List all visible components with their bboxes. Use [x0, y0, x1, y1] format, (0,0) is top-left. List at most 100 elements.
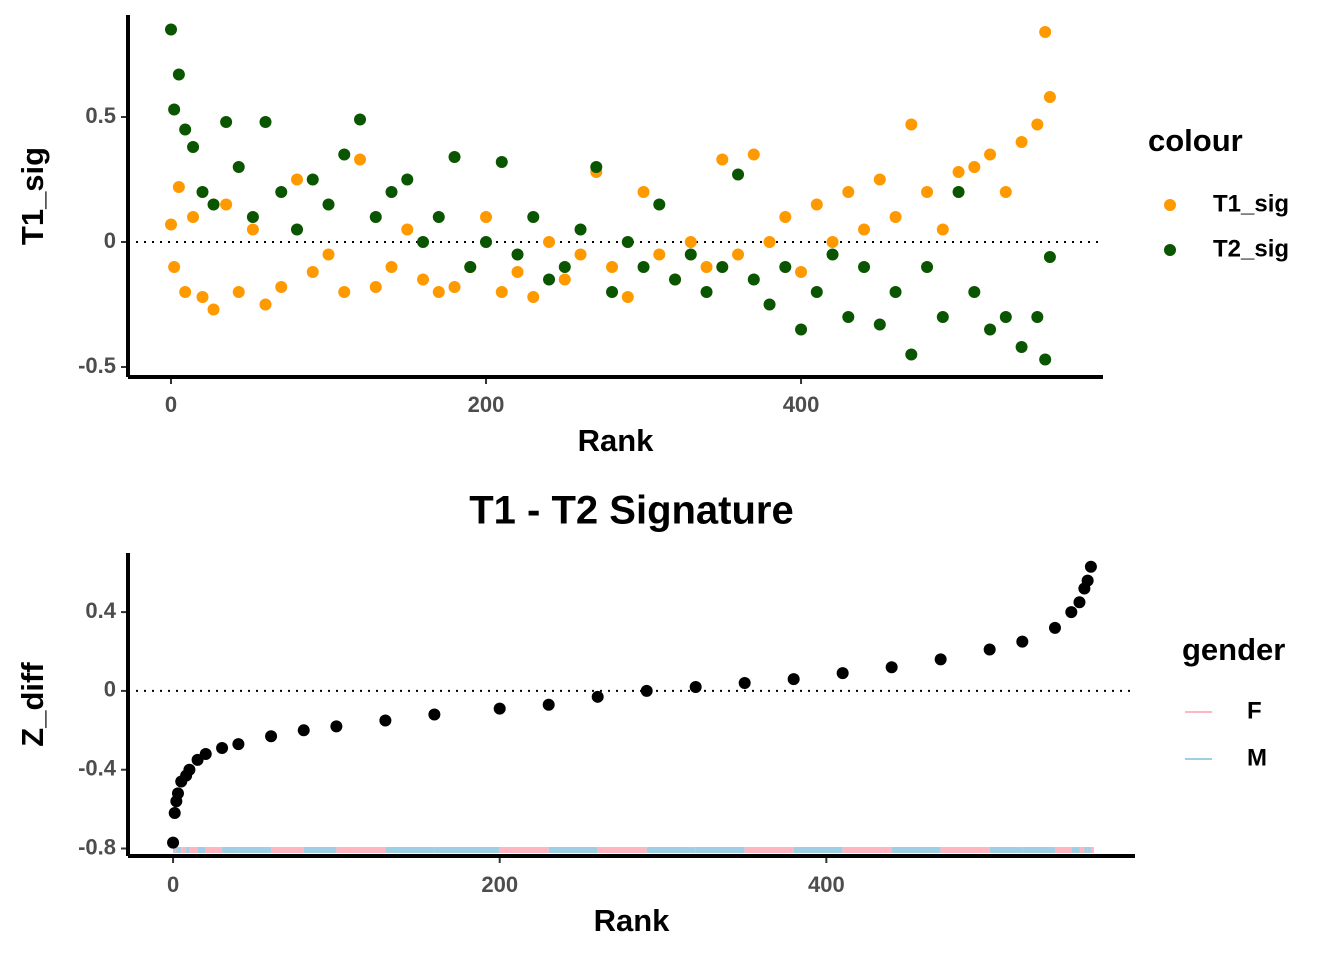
- x-tick-label: 0: [165, 392, 177, 417]
- point: [858, 223, 871, 236]
- point: [574, 248, 587, 261]
- point: [232, 161, 245, 173]
- point: [999, 311, 1012, 323]
- gender-rug: [793, 847, 843, 853]
- point: [1073, 596, 1086, 609]
- point: [480, 236, 493, 248]
- point: [207, 303, 220, 316]
- point: [921, 261, 934, 273]
- point: [542, 698, 555, 711]
- point: [297, 724, 310, 737]
- point: [1043, 91, 1056, 103]
- point: [495, 286, 508, 298]
- gender-rug: [173, 847, 176, 853]
- point: [464, 261, 477, 273]
- point: [1015, 136, 1028, 148]
- point: [259, 298, 272, 311]
- point: [984, 148, 997, 161]
- gender-rug: [1084, 847, 1088, 853]
- point: [732, 248, 745, 261]
- point: [322, 198, 335, 211]
- gender-rug: [548, 847, 598, 853]
- point: [369, 281, 382, 293]
- point: [836, 667, 849, 680]
- point: [179, 123, 192, 136]
- point: [842, 311, 855, 323]
- legend-label: M: [1247, 744, 1267, 771]
- gender-rug: [186, 847, 190, 853]
- point: [493, 702, 506, 715]
- point: [842, 186, 855, 198]
- gender-rug: [1079, 847, 1085, 853]
- point: [306, 173, 319, 186]
- point: [511, 248, 524, 261]
- point: [653, 198, 666, 211]
- point: [795, 323, 808, 336]
- legend-label: F: [1247, 697, 1262, 724]
- point: [936, 223, 949, 236]
- point: [606, 261, 619, 273]
- point: [905, 118, 918, 131]
- gender-rug: [238, 847, 272, 853]
- point: [952, 166, 965, 178]
- point: [591, 690, 604, 703]
- point: [220, 116, 233, 128]
- gender-rug: [1071, 847, 1080, 853]
- point: [826, 248, 839, 261]
- point: [354, 113, 367, 126]
- legend-title: gender: [1182, 632, 1285, 667]
- point: [306, 266, 319, 278]
- point: [1031, 118, 1044, 131]
- gender-rug: [197, 847, 206, 853]
- point: [779, 261, 792, 273]
- gender-rug: [181, 847, 187, 853]
- point: [330, 720, 343, 733]
- point: [172, 68, 185, 81]
- gender-rug: [1022, 847, 1055, 853]
- point: [179, 286, 192, 298]
- point: [291, 223, 304, 236]
- point: [689, 680, 702, 693]
- gender-rug: [499, 847, 549, 853]
- gender-rug: [744, 847, 794, 853]
- gender-rug: [989, 847, 1023, 853]
- point: [379, 714, 392, 727]
- point: [747, 148, 760, 161]
- point: [322, 248, 335, 261]
- legend-key: [1164, 244, 1176, 256]
- point: [873, 173, 886, 186]
- point: [187, 211, 200, 223]
- gender-rug: [174, 847, 177, 853]
- point: [417, 273, 430, 286]
- point: [168, 103, 181, 116]
- x-tick-label: 200: [481, 872, 518, 897]
- point: [669, 273, 682, 286]
- point: [338, 148, 351, 161]
- gender-rug: [891, 847, 941, 853]
- point: [196, 186, 209, 198]
- point: [952, 186, 965, 198]
- point: [183, 763, 196, 776]
- point: [779, 211, 792, 223]
- point: [220, 198, 233, 211]
- point: [432, 286, 445, 298]
- point: [684, 248, 697, 261]
- gender-rug: [1090, 847, 1094, 853]
- point: [196, 291, 209, 303]
- point: [984, 323, 997, 336]
- y-tick-label: -0.8: [78, 834, 116, 859]
- point: [700, 261, 713, 273]
- point: [432, 211, 445, 223]
- point: [172, 181, 185, 193]
- point: [167, 836, 180, 849]
- point: [787, 673, 800, 686]
- x-axis-title: Rank: [578, 423, 655, 458]
- gender-rug: [336, 847, 386, 853]
- point: [246, 211, 259, 223]
- gender-rug: [189, 847, 198, 853]
- point: [653, 248, 666, 261]
- point: [640, 684, 653, 697]
- point: [889, 211, 902, 223]
- point: [716, 261, 729, 273]
- point: [1031, 311, 1044, 323]
